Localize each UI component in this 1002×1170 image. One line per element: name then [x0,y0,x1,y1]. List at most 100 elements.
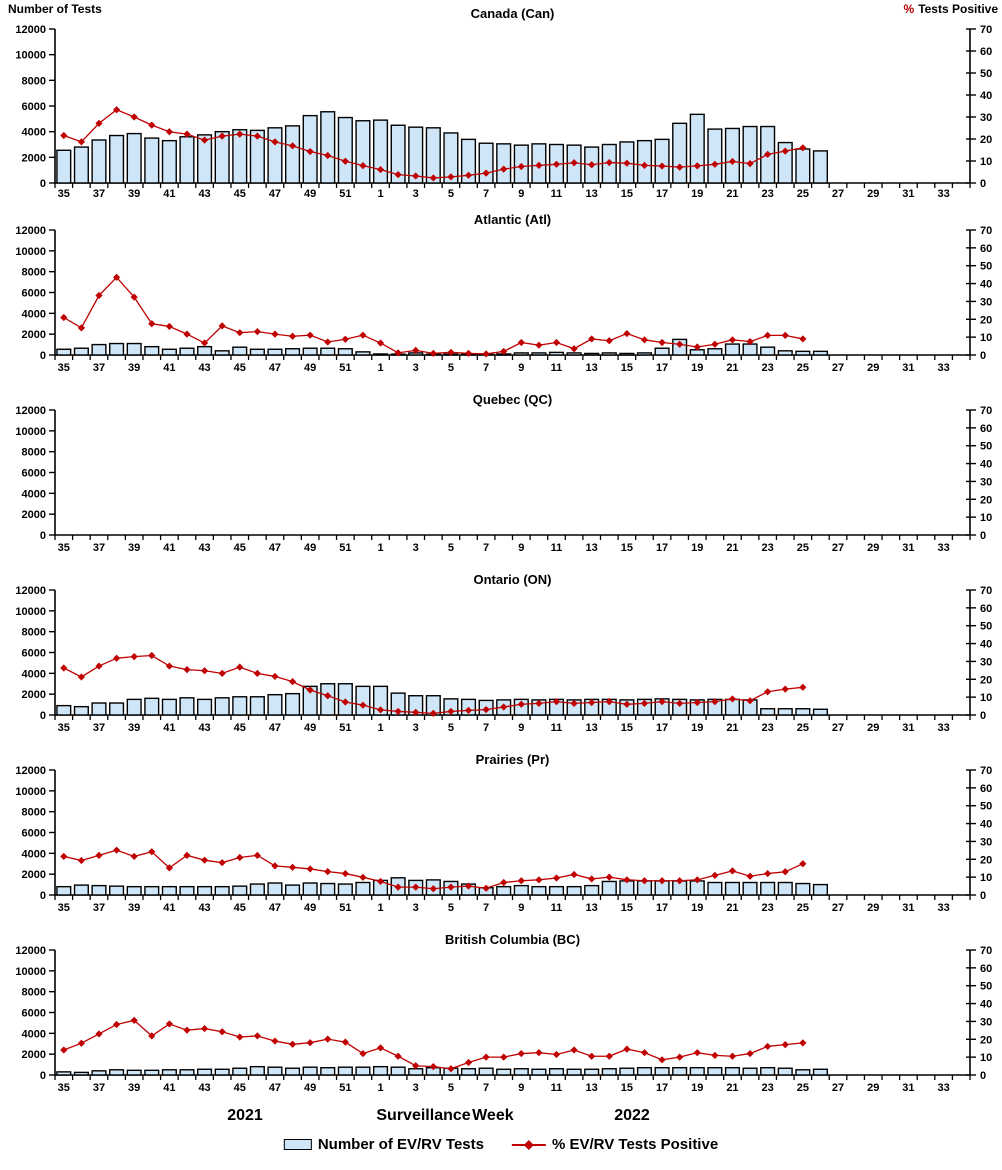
svg-text:33: 33 [937,722,949,734]
right-axis-title: % Tests Positive [904,2,998,16]
svg-text:31: 31 [902,542,914,554]
svg-text:10000: 10000 [15,786,46,798]
svg-text:60: 60 [980,423,992,435]
svg-text:70: 70 [980,24,992,36]
svg-text:47: 47 [269,902,281,914]
svg-text:0: 0 [980,1070,986,1082]
panel-title-ontario: Ontario (ON) [473,572,552,587]
svg-text:50: 50 [980,981,992,993]
svg-text:0: 0 [40,1070,46,1082]
svg-text:12000: 12000 [15,585,46,597]
svg-text:10: 10 [980,156,992,168]
svg-text:15: 15 [621,542,633,554]
svg-text:9: 9 [518,1082,524,1094]
svg-text:1: 1 [377,1082,383,1094]
svg-text:35: 35 [58,1082,70,1094]
year-label-2021: 2021 [227,1107,263,1124]
svg-text:3: 3 [413,1082,419,1094]
panel-canada: Number of Tests % Tests Positive Canada (… [0,0,1002,205]
svg-text:45: 45 [234,722,246,734]
panel-atlantic: Atlantic (Atl) 0 2000 4000 6000 8000 10000 120… [0,205,1002,385]
svg-text:21: 21 [726,362,738,374]
svg-text:49: 49 [304,1082,316,1094]
svg-text:35: 35 [58,188,70,200]
atlantic-chart-canvas: 0 2000 4000 6000 8000 10000 12000 0 10 20 30 40 50 60… [15,225,992,374]
svg-text:39: 39 [128,362,140,374]
footer-area: 2021 Surveillance Week 2022 Number of EV… [0,1105,1002,1170]
svg-text:23: 23 [762,188,774,200]
svg-text:30: 30 [980,656,992,668]
svg-text:37: 37 [93,188,105,200]
svg-text:13: 13 [586,362,598,374]
svg-text:0: 0 [980,530,986,542]
svg-text:33: 33 [937,362,949,374]
svg-text:11: 11 [551,1082,563,1094]
svg-text:37: 37 [93,362,105,374]
svg-text:47: 47 [269,188,281,200]
svg-text:27: 27 [832,362,844,374]
svg-text:60: 60 [980,783,992,795]
svg-text:20: 20 [980,854,992,866]
svg-text:10: 10 [980,692,992,704]
left-axis-title: Number of Tests [8,2,102,16]
svg-text:30: 30 [980,836,992,848]
svg-text:30: 30 [980,296,992,308]
svg-text:0: 0 [980,350,986,362]
svg-text:27: 27 [832,188,844,200]
svg-text:40: 40 [980,999,992,1011]
svg-text:49: 49 [304,362,316,374]
x-axis-title: Surveillance Week [376,1107,514,1124]
svg-text:23: 23 [762,722,774,734]
svg-text:30: 30 [980,1016,992,1028]
svg-text:7: 7 [483,902,489,914]
svg-text:12000: 12000 [15,405,46,417]
svg-text:0: 0 [40,530,46,542]
svg-text:70: 70 [980,225,992,237]
svg-text:11: 11 [551,902,563,914]
svg-text:51: 51 [339,188,351,200]
svg-text:0: 0 [980,178,986,190]
panel-british-columbia: British Columbia (BC) 0 2000 4000 6000 8000 1… [0,925,1002,1105]
svg-text:25: 25 [797,902,809,914]
svg-text:1: 1 [377,188,383,200]
svg-text:70: 70 [980,765,992,777]
svg-text:37: 37 [93,722,105,734]
svg-text:8000: 8000 [22,75,46,87]
svg-text:6000: 6000 [22,288,46,300]
svg-text:2000: 2000 [22,689,46,701]
svg-text:12000: 12000 [15,225,46,237]
svg-text:8000: 8000 [22,627,46,639]
svg-text:17: 17 [656,188,668,200]
svg-text:45: 45 [234,542,246,554]
svg-text:7: 7 [483,188,489,200]
legend-label-positive: % EV/RV Tests Positive [551,1136,719,1153]
svg-text:11: 11 [551,188,563,200]
svg-text:51: 51 [339,542,351,554]
svg-text:9: 9 [518,542,524,554]
panel-title-bc: British Columbia (BC) [444,932,581,947]
svg-text:5: 5 [448,362,454,374]
svg-text:39: 39 [128,542,140,554]
svg-text:60: 60 [980,243,992,255]
svg-text:51: 51 [339,902,351,914]
svg-text:0: 0 [980,890,986,902]
svg-text:8000: 8000 [22,267,46,279]
svg-text:20: 20 [980,134,992,146]
svg-text:20: 20 [980,674,992,686]
svg-text:47: 47 [269,542,281,554]
svg-text:41: 41 [163,902,175,914]
svg-text:10: 10 [980,332,992,344]
svg-text:39: 39 [128,902,140,914]
legend: Number of EV/RV Tests % EV/RV Tests Posi… [283,1136,719,1153]
svg-text:0: 0 [40,890,46,902]
svg-text:9: 9 [518,902,524,914]
svg-text:15: 15 [621,188,633,200]
svg-text:21: 21 [726,902,738,914]
svg-text:3: 3 [413,542,419,554]
svg-text:17: 17 [656,902,668,914]
svg-text:10000: 10000 [15,426,46,438]
svg-text:7: 7 [483,722,489,734]
svg-text:20: 20 [980,1034,992,1046]
panel-prairies: Prairies (Pr) 0 2000 4000 6000 8000 10000 1200… [0,745,1002,925]
svg-text:10000: 10000 [15,966,46,978]
